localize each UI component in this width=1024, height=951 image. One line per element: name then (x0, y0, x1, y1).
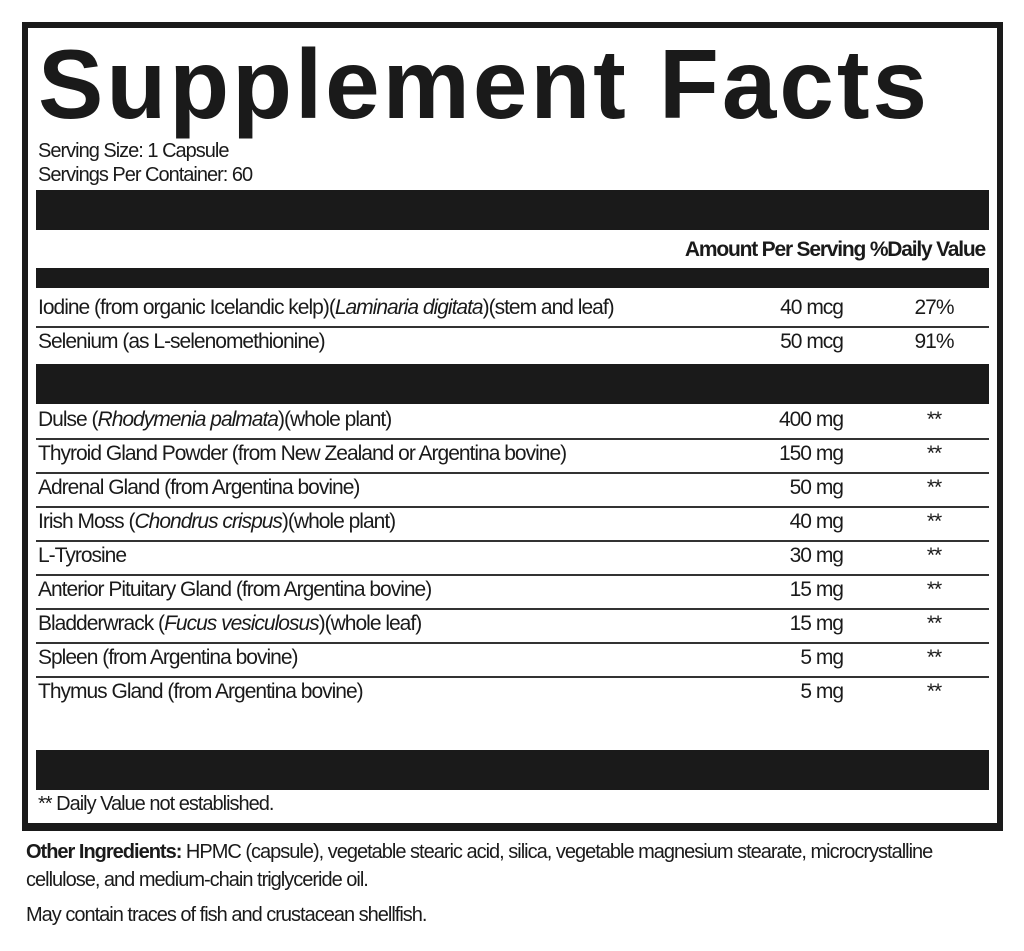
ingredient-name: Thymus Gland (from Argentina bovine) (38, 680, 364, 704)
divider-bar (36, 364, 989, 404)
allergen-statement: May contain traces of fish and crustacea… (26, 904, 427, 926)
ingredient-row: Thymus Gland (from Argentina bovine) 5 mg… (36, 676, 989, 710)
name-suffix: )(whole plant) (281, 510, 396, 533)
latin-name: Laminaria digitata (334, 296, 484, 319)
ingredient-name: Adrenal Gland (from Argentina bovine) (38, 476, 360, 500)
ingredient-name: Thyroid Gland Powder (from New Zealand o… (38, 442, 567, 466)
name-suffix: )(whole plant) (277, 408, 392, 431)
name-text: Adrenal Gland (from Argentina bovine) (38, 476, 360, 499)
other-ingredients-label: Other Ingredients: (26, 841, 182, 863)
name-text: Spleen (from Argentina bovine) (38, 646, 298, 669)
name-text: Thyroid Gland Powder (from New Zealand o… (38, 442, 567, 465)
name-text: Iodine (from organic Icelandic kelp)( (38, 296, 336, 319)
ingredient-amount: 15 mg (789, 578, 844, 601)
ingredient-amount: 50 mcg (780, 330, 844, 353)
ingredient-name: Irish Moss (Chondrus crispus)(whole plan… (38, 510, 396, 534)
ingredient-dv: ** (926, 442, 942, 465)
ingredient-amount: 30 mg (789, 544, 844, 567)
ingredient-dv: ** (926, 510, 942, 533)
name-suffix: )(whole leaf) (318, 612, 423, 635)
ingredient-row: Thyroid Gland Powder (from New Zealand o… (36, 438, 989, 474)
divider-bar (36, 750, 989, 790)
divider-bar (36, 190, 989, 230)
ingredient-row: Iodine (from organic Icelandic kelp)(Lam… (36, 292, 989, 328)
ingredient-dv: ** (926, 408, 942, 431)
ingredient-row: Anterior Pituitary Gland (from Argentina… (36, 574, 989, 610)
panel-title: Supplement Facts (38, 29, 931, 139)
footnote: ** Daily Value not established. (38, 793, 274, 815)
ingredient-row: L-Tyrosine 30 mg ** (36, 540, 989, 576)
dv-header: %Daily Value (869, 238, 986, 261)
latin-name: Fucus vesiculosus (164, 612, 320, 635)
column-header: Amount Per Serving %Daily Value (684, 238, 986, 262)
latin-name: Chondrus crispus (134, 510, 283, 533)
amount-header: Amount Per Serving (684, 238, 866, 261)
ingredient-name: Dulse (Rhodymenia palmata)(whole plant) (38, 408, 392, 432)
ingredient-dv: ** (926, 612, 942, 635)
ingredient-name: Anterior Pituitary Gland (from Argentina… (38, 578, 432, 602)
name-text: Dulse ( (38, 408, 99, 431)
supplement-facts-panel: Supplement Facts Serving Size: 1 Capsule… (22, 22, 1003, 831)
name-text: L-Tyrosine (38, 544, 127, 567)
ingredient-dv: ** (926, 680, 942, 703)
servings-per-container: Servings Per Container: 60 (38, 164, 253, 186)
name-text: Bladderwrack ( (38, 612, 165, 635)
ingredient-row: Selenium (as L-selenomethionine) 50 mcg 91… (36, 326, 989, 360)
name-suffix: )(stem and leaf) (482, 296, 615, 319)
latin-name: Rhodymenia palmata (97, 408, 279, 431)
ingredient-amount: 40 mcg (780, 296, 844, 319)
ingredient-name: Bladderwrack (Fucus vesiculosus)(whole l… (38, 612, 423, 636)
ingredient-amount: 400 mg (778, 408, 844, 431)
other-ingredients: Other Ingredients: HPMC (capsule), veget… (26, 838, 946, 894)
ingredient-amount: 5 mg (800, 646, 844, 669)
ingredient-row: Irish Moss (Chondrus crispus)(whole plan… (36, 506, 989, 542)
ingredient-row: Bladderwrack (Fucus vesiculosus)(whole l… (36, 608, 989, 644)
ingredient-name: Iodine (from organic Icelandic kelp)(Lam… (38, 296, 615, 320)
divider-bar (36, 268, 989, 288)
name-text: Selenium (as L-selenomethionine) (38, 330, 326, 353)
serving-size: Serving Size: 1 Capsule (38, 140, 229, 162)
other-ingredients-text: HPMC (capsule), vegetable stearic acid, … (26, 841, 933, 891)
ingredient-dv: ** (926, 646, 942, 669)
ingredient-name: L-Tyrosine (38, 544, 127, 568)
ingredient-name: Spleen (from Argentina bovine) (38, 646, 298, 670)
ingredient-amount: 150 mg (778, 442, 844, 465)
ingredient-name: Selenium (as L-selenomethionine) (38, 330, 326, 354)
ingredient-amount: 40 mg (789, 510, 844, 533)
ingredient-dv: ** (926, 544, 942, 567)
ingredient-amount: 5 mg (800, 680, 844, 703)
ingredient-row: Adrenal Gland (from Argentina bovine) 50 … (36, 472, 989, 508)
ingredient-dv: 27% (914, 296, 954, 319)
ingredient-dv: 91% (914, 330, 954, 353)
ingredient-dv: ** (926, 578, 942, 601)
name-text: Thymus Gland (from Argentina bovine) (38, 680, 364, 703)
ingredient-row: Dulse (Rhodymenia palmata)(whole plant) 4… (36, 404, 989, 440)
name-text: Irish Moss ( (38, 510, 136, 533)
ingredient-amount: 50 mg (789, 476, 844, 499)
ingredient-dv: ** (926, 476, 942, 499)
ingredient-amount: 15 mg (789, 612, 844, 635)
name-text: Anterior Pituitary Gland (from Argentina… (38, 578, 432, 601)
ingredient-row: Spleen (from Argentina bovine) 5 mg ** (36, 642, 989, 678)
